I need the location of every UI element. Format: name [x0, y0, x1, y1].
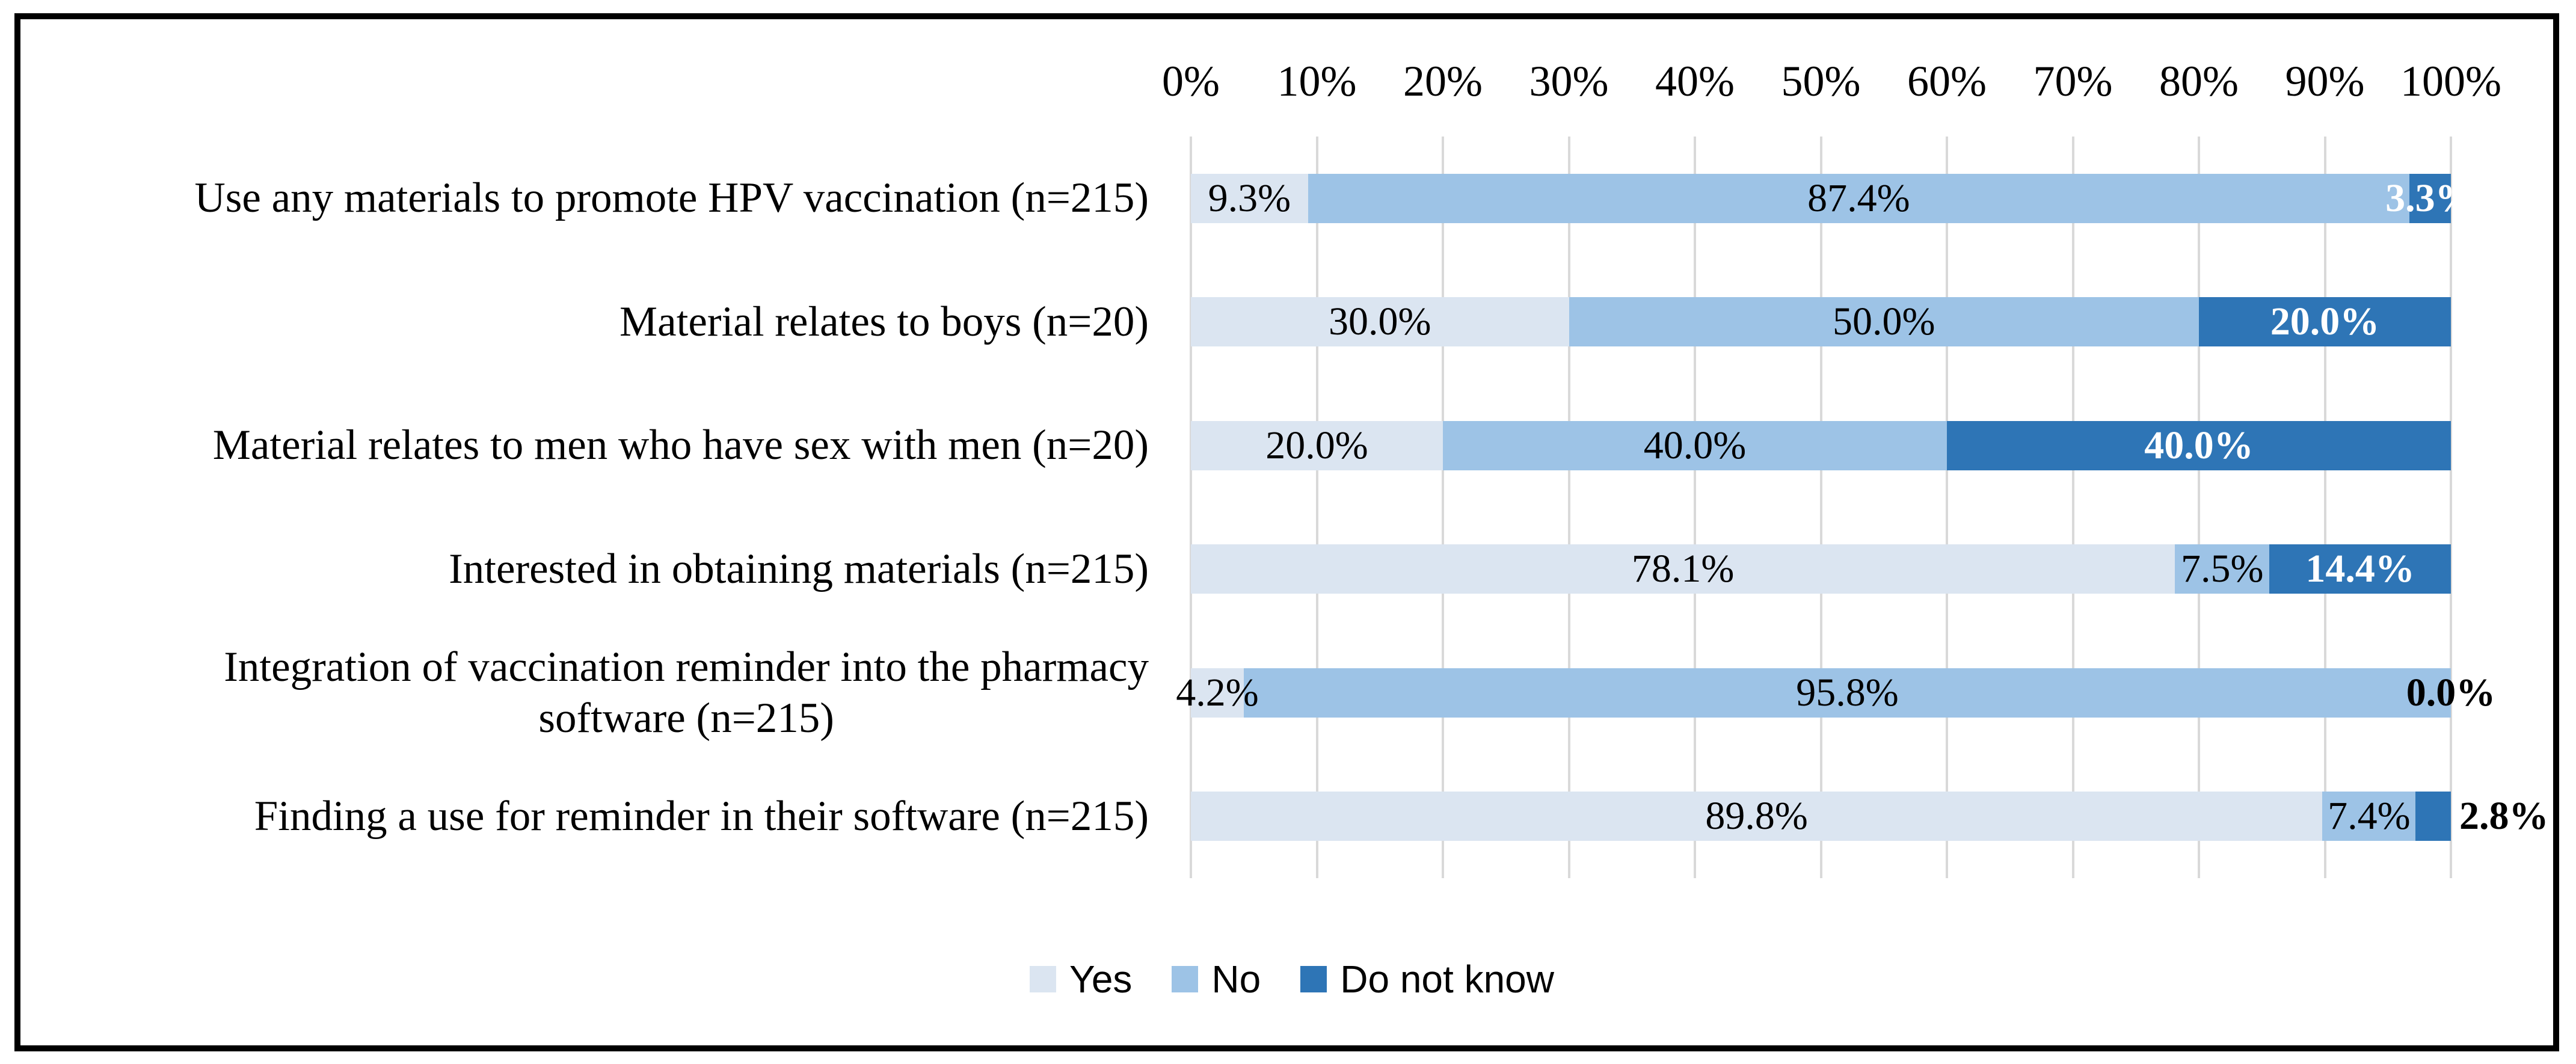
- category-label: Integration of vaccination reminder into…: [20, 631, 1149, 755]
- data-label: 14.4%: [2305, 547, 2415, 591]
- bar-row: 9.3% 87.4% 3.3%: [1191, 137, 2475, 260]
- data-label: 7.5%: [2181, 547, 2264, 591]
- bar-segment-no: 87.4%: [1308, 173, 2409, 223]
- bar-segment-no: 50.0%: [1569, 297, 2199, 347]
- bar-segment-yes: 9.3%: [1191, 173, 1308, 223]
- gridline: [2450, 137, 2452, 878]
- plot-area: 9.3% 87.4% 3.3% 30.0% 50.0% 20.0% 20.0% 40.0% 40…: [1176, 137, 2548, 879]
- bar-segment-no: 95.8%: [1243, 668, 2451, 718]
- category-label: Material relates to men who have sex wit…: [20, 384, 1149, 508]
- data-label: 40.0%: [2144, 423, 2254, 467]
- x-axis-tick-label: 20%: [1403, 57, 1483, 105]
- stacked-bar: 30.0% 50.0% 20.0%: [1191, 297, 2451, 347]
- bar-segment-do-not-know: 14.4%: [2269, 544, 2451, 594]
- data-label: 3.3%: [2385, 176, 2475, 220]
- gridline: [2323, 137, 2326, 878]
- x-axis-tick-label: 50%: [1781, 57, 1861, 105]
- bar-segment-no: 40.0%: [1443, 420, 1947, 470]
- x-axis-tick-label: 90%: [2285, 57, 2365, 105]
- bar-segment-do-not-know: 20.0%: [2199, 297, 2451, 347]
- x-axis-tick-label: 70%: [2033, 57, 2113, 105]
- x-axis-tick-label: 30%: [1529, 57, 1609, 105]
- data-label: 7.4%: [2328, 794, 2411, 838]
- x-axis-tick-label: 40%: [1655, 57, 1735, 105]
- data-label: 95.8%: [1796, 670, 1899, 715]
- data-label: 87.4%: [1807, 176, 1910, 220]
- legend-label: Do not know: [1340, 958, 1554, 1001]
- legend-item: Yes: [1030, 957, 1132, 1001]
- bar-segment-yes: 89.8%: [1191, 792, 2323, 841]
- bar-segment-do-not-know: 40.0%: [1947, 420, 2451, 470]
- bar-row: 30.0% 50.0% 20.0%: [1191, 260, 2451, 384]
- gridline: [1694, 137, 1696, 878]
- bar-segment-yes: 78.1%: [1191, 544, 2175, 594]
- gridline: [1315, 137, 1318, 878]
- data-label: 40.0%: [1643, 423, 1747, 467]
- gridline: [1190, 137, 1192, 878]
- data-label: 2.8%: [2459, 794, 2549, 838]
- figure-frame: 0% 10% 20% 30% 40% 50% 60% 70% 80% 90% 100% 9.3% 87…: [14, 13, 2559, 1051]
- bar-segment-yes: 30.0%: [1191, 297, 1569, 347]
- stacked-bar: 78.1% 7.5% 14.4%: [1191, 544, 2451, 594]
- x-axis-tick-label: 0%: [1162, 57, 1220, 105]
- data-label: 30.0%: [1329, 300, 1431, 344]
- legend: Yes No Do not know: [1030, 952, 1554, 1006]
- legend-swatch-yes: [1030, 966, 1056, 992]
- x-axis-tick-label: 80%: [2159, 57, 2239, 105]
- x-axis-tick-label: 100%: [2400, 57, 2501, 105]
- bar-segment-yes: 20.0%: [1191, 420, 1443, 470]
- bars-layer: 9.3% 87.4% 3.3% 30.0% 50.0% 20.0% 20.0% 40.0% 40…: [1176, 137, 2548, 879]
- stacked-bar: 89.8% 7.4% 2.8%: [1191, 792, 2548, 841]
- category-label-text: Material relates to boys (n=20): [619, 298, 1149, 345]
- bar-row: 20.0% 40.0% 40.0%: [1191, 384, 2451, 508]
- bar-segment-do-not-know: 3.3%: [2385, 173, 2475, 223]
- bar-segment-do-not-know: 2.8%: [2415, 792, 2548, 841]
- category-label: Material relates to boys (n=20): [20, 260, 1149, 384]
- data-label: 50.0%: [1833, 300, 1935, 344]
- bar-row: 89.8% 7.4% 2.8%: [1191, 755, 2548, 879]
- data-label: 20.0%: [1265, 423, 1368, 467]
- data-label: 20.0%: [2270, 300, 2380, 344]
- legend-label: Yes: [1069, 958, 1133, 1001]
- bar-segment-no: 7.5%: [2175, 544, 2270, 594]
- category-label-text: Use any materials to promote HPV vaccina…: [194, 174, 1149, 222]
- gridline: [1819, 137, 1822, 878]
- gridline: [2071, 137, 2074, 878]
- gridline: [1567, 137, 1570, 878]
- legend-item: No: [1172, 957, 1261, 1001]
- gridline: [1442, 137, 1444, 878]
- legend-swatch-do-not-know: [1300, 966, 1327, 992]
- category-label-text: Integration of vaccination reminder into…: [224, 643, 1149, 742]
- bar-segment-no: 7.4%: [2322, 792, 2416, 841]
- bar-row: 4.2% 95.8% 0.0%: [1176, 631, 2495, 755]
- bar-row: 78.1% 7.5% 14.4%: [1191, 508, 2451, 632]
- data-label: 9.3%: [1208, 176, 1291, 220]
- bar-segment-yes: 4.2%: [1176, 668, 1259, 718]
- legend-item: Do not know: [1300, 957, 1554, 1001]
- legend-label: No: [1211, 958, 1261, 1001]
- category-label: Finding a use for reminder in their soft…: [20, 755, 1149, 879]
- category-label: Interested in obtaining materials (n=215…: [20, 508, 1149, 632]
- gridline: [2198, 137, 2200, 878]
- stacked-bar: 4.2% 95.8% 0.0%: [1176, 668, 2495, 718]
- legend-swatch-no: [1172, 966, 1199, 992]
- category-label-text: Finding a use for reminder in their soft…: [254, 792, 1149, 840]
- category-label-text: Interested in obtaining materials (n=215…: [449, 545, 1149, 592]
- data-label: 89.8%: [1705, 794, 1808, 838]
- data-label: 0.0%: [2406, 670, 2496, 715]
- category-axis: Use any materials to promote HPV vaccina…: [20, 137, 1149, 878]
- category-label: Use any materials to promote HPV vaccina…: [20, 137, 1149, 260]
- category-label-text: Material relates to men who have sex wit…: [212, 422, 1149, 469]
- data-label: 4.2%: [1176, 670, 1259, 715]
- x-axis: 0% 10% 20% 30% 40% 50% 60% 70% 80% 90% 100%: [1162, 37, 2501, 106]
- x-axis-tick-label: 60%: [1907, 57, 1987, 105]
- stacked-bar: 9.3% 87.4% 3.3%: [1191, 173, 2475, 223]
- stacked-bar: 20.0% 40.0% 40.0%: [1191, 420, 2451, 470]
- x-axis-tick-label: 10%: [1277, 57, 1357, 105]
- data-label: 78.1%: [1631, 547, 1735, 591]
- gridlines-layer: [1190, 137, 2452, 878]
- gridline: [1946, 137, 1948, 878]
